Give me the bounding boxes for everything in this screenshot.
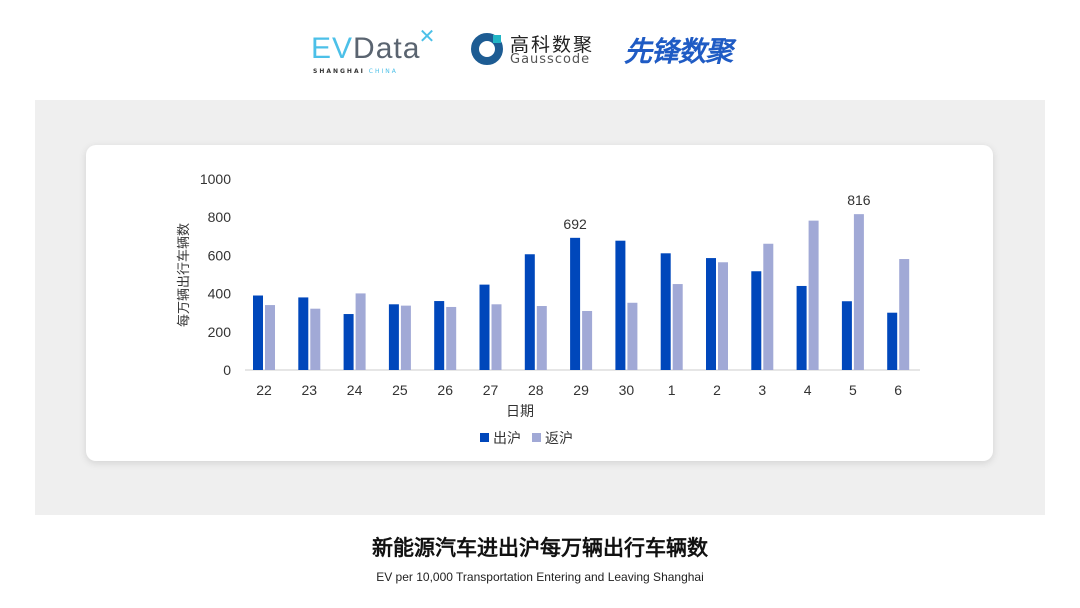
evdata-x-icon: ✕ — [418, 26, 437, 48]
legend-label: 返沪 — [545, 431, 573, 447]
bar-outbound — [841, 301, 852, 370]
bar-return — [355, 293, 366, 370]
x-tick-label: 30 — [619, 382, 635, 398]
x-tick-label: 26 — [437, 382, 453, 398]
page-title: 新能源汽车进出沪每万辆出行车辆数 — [372, 536, 708, 560]
x-tick-label: 5 — [849, 382, 857, 398]
x-tick-label: 23 — [302, 382, 318, 398]
bar-return — [763, 243, 774, 370]
gausscode-logo-cn: 高科数聚 — [510, 34, 595, 56]
chart-card — [86, 145, 993, 461]
x-tick-label: 24 — [347, 382, 363, 398]
bar-outbound — [660, 253, 671, 370]
x-tick-label: 2 — [713, 382, 721, 398]
x-tick-label: 25 — [392, 382, 408, 398]
bar-outbound — [343, 314, 354, 370]
bar-outbound — [887, 312, 898, 370]
logo-bar: EVData ✕ SHANGHAI CHINA 高科数聚 Gausscode 先锋… — [0, 24, 1080, 75]
xianfeng-logo: 先锋数聚 — [624, 35, 733, 68]
bar-return — [310, 308, 321, 370]
evdata-logo: EVData ✕ — [311, 26, 437, 65]
bar-return — [853, 214, 864, 370]
x-tick-label: 28 — [528, 382, 544, 398]
y-tick-label: 0 — [223, 362, 231, 378]
y-tick-label: 600 — [208, 247, 232, 263]
x-tick-label: 6 — [894, 382, 902, 398]
bar-return — [446, 306, 457, 370]
data-label: 692 — [563, 216, 587, 232]
page-subtitle: EV per 10,000 Transportation Entering an… — [376, 570, 704, 584]
bar-outbound — [796, 285, 807, 370]
legend-label: 出沪 — [493, 431, 521, 447]
x-tick-label: 4 — [804, 382, 812, 398]
x-tick-label: 1 — [668, 382, 676, 398]
bar-return — [899, 259, 910, 370]
bar-return — [491, 304, 502, 370]
bar-return — [808, 220, 819, 370]
bar-return — [400, 305, 411, 370]
bar-return — [627, 302, 638, 370]
y-tick-label: 1000 — [200, 171, 231, 187]
y-tick-label: 400 — [208, 286, 232, 302]
bar-outbound — [615, 240, 626, 370]
x-tick-label: 3 — [758, 382, 766, 398]
evdata-subtitle: SHANGHAI CHINA — [313, 68, 398, 75]
bar-return — [672, 284, 683, 370]
bar-outbound — [298, 297, 309, 370]
y-axis-title: 每万辆出行车辆数 — [176, 223, 192, 327]
y-tick-label: 800 — [208, 209, 232, 225]
bar-outbound — [570, 237, 581, 370]
bar-outbound — [479, 284, 490, 370]
x-tick-label: 27 — [483, 382, 499, 398]
bar-outbound — [706, 258, 716, 370]
legend-swatch — [480, 433, 489, 442]
bar-outbound — [253, 295, 263, 370]
x-tick-label: 22 — [256, 382, 272, 398]
bar-return — [265, 305, 275, 370]
data-label: 816 — [847, 192, 871, 208]
bar-outbound — [388, 304, 399, 370]
bar-return — [582, 310, 593, 370]
y-tick-label: 200 — [208, 324, 232, 340]
legend-swatch — [532, 433, 541, 442]
gausscode-logo-icon — [471, 33, 503, 65]
gausscode-logo-en: Gausscode — [510, 52, 591, 67]
bar-return — [536, 306, 547, 370]
bar-return — [718, 262, 728, 370]
bar-outbound — [524, 254, 535, 370]
bar-outbound — [751, 271, 762, 370]
x-axis-title: 日期 — [506, 404, 534, 420]
x-tick-label: 29 — [573, 382, 589, 398]
bar-outbound — [434, 301, 445, 370]
